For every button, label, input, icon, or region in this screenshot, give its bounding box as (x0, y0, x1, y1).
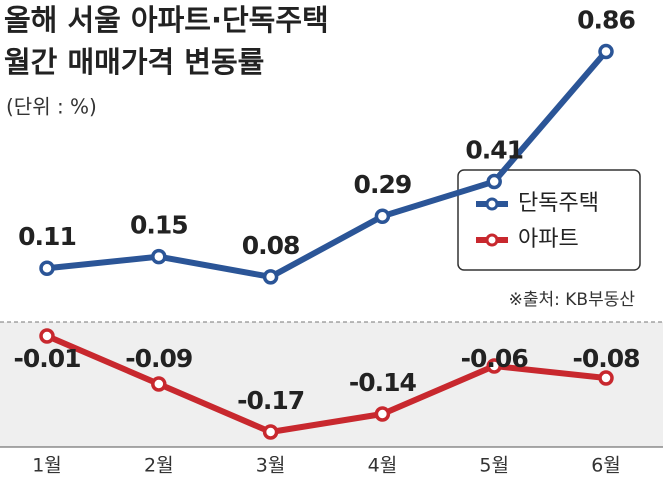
value-label: 0.08 (242, 231, 300, 260)
chart-title: 월간 매매가격 변동률 (4, 45, 264, 79)
value-label: -0.08 (572, 344, 639, 373)
point (374, 208, 391, 224)
point (486, 173, 502, 190)
x-tick-label: 3월 (256, 455, 286, 477)
value-label: 0.11 (18, 222, 76, 251)
x-tick-label: 4월 (368, 455, 398, 477)
x-tick-label: 1월 (32, 455, 62, 477)
lower-panel (0, 322, 663, 447)
point (598, 370, 614, 386)
value-label: -0.09 (125, 344, 192, 373)
x-tick-label: 6월 (591, 455, 621, 477)
value-label: -0.01 (13, 344, 80, 373)
legend-label: 단독주택 (518, 191, 599, 216)
point (598, 43, 614, 60)
point (39, 328, 55, 344)
point (262, 269, 279, 285)
point (151, 376, 167, 392)
chart-title: 올해 서울 아파트·단독주택 (4, 3, 329, 37)
point (39, 260, 55, 276)
value-label: 0.86 (577, 6, 635, 35)
x-tick-label: 5월 (479, 455, 509, 477)
value-label: -0.06 (461, 344, 529, 373)
legend-marker (485, 197, 499, 211)
point (262, 424, 279, 440)
point (374, 406, 391, 422)
legend-marker (485, 233, 499, 247)
series-line (46, 49, 609, 280)
legend (457, 169, 641, 271)
value-label: -0.17 (237, 386, 304, 415)
x-tick-label: 2월 (144, 455, 174, 477)
legend-label: 아파트 (518, 227, 579, 252)
value-label: 0.29 (354, 170, 412, 199)
subtitle: (단위 : %) (6, 95, 97, 119)
point (151, 248, 167, 265)
point (486, 358, 502, 374)
value-label: -0.14 (349, 368, 417, 397)
value-label: 0.15 (130, 211, 188, 240)
value-label: 0.41 (465, 136, 523, 165)
source: ※출처: KB부동산 (509, 290, 636, 310)
series-line (45, 333, 607, 435)
